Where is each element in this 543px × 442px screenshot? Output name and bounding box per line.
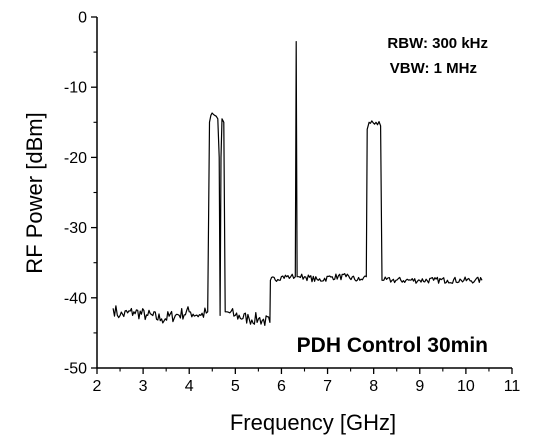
rbw-annotation: RBW: 300 kHz — [387, 35, 488, 52]
y-tick-label: -20 — [64, 150, 87, 167]
y-tick-label: -50 — [64, 361, 87, 378]
x-tick-label: 4 — [185, 378, 194, 395]
x-tick-label: 7 — [323, 378, 332, 395]
y-tick-label: -30 — [64, 220, 87, 237]
spectrum-trace — [112, 41, 483, 326]
y-axis-title: RF Power [dBm] — [22, 112, 47, 273]
x-tick-label: 5 — [231, 378, 240, 395]
x-tick-label: 11 — [504, 378, 521, 395]
x-tick-label: 2 — [93, 378, 102, 395]
chart-label: PDH Control 30min — [297, 334, 488, 357]
x-tick-label: 6 — [277, 378, 286, 395]
x-tick-label: 10 — [457, 378, 475, 395]
plot-area: 2 3 4 5 6 7 8 9 10 11 0 -10 -20 -30 -40 -50 — [64, 10, 521, 396]
y-tick-label: 0 — [78, 10, 87, 27]
x-axis-title: Frequency [GHz] — [230, 410, 396, 435]
x-tick-label: 3 — [139, 378, 148, 395]
y-tick-label: -10 — [64, 80, 87, 97]
y-tick-label: -40 — [64, 290, 87, 307]
vbw-annotation: VBW: 1 MHz — [390, 60, 477, 77]
x-tick-label: 9 — [415, 378, 424, 395]
x-tick-label: 8 — [369, 378, 378, 395]
